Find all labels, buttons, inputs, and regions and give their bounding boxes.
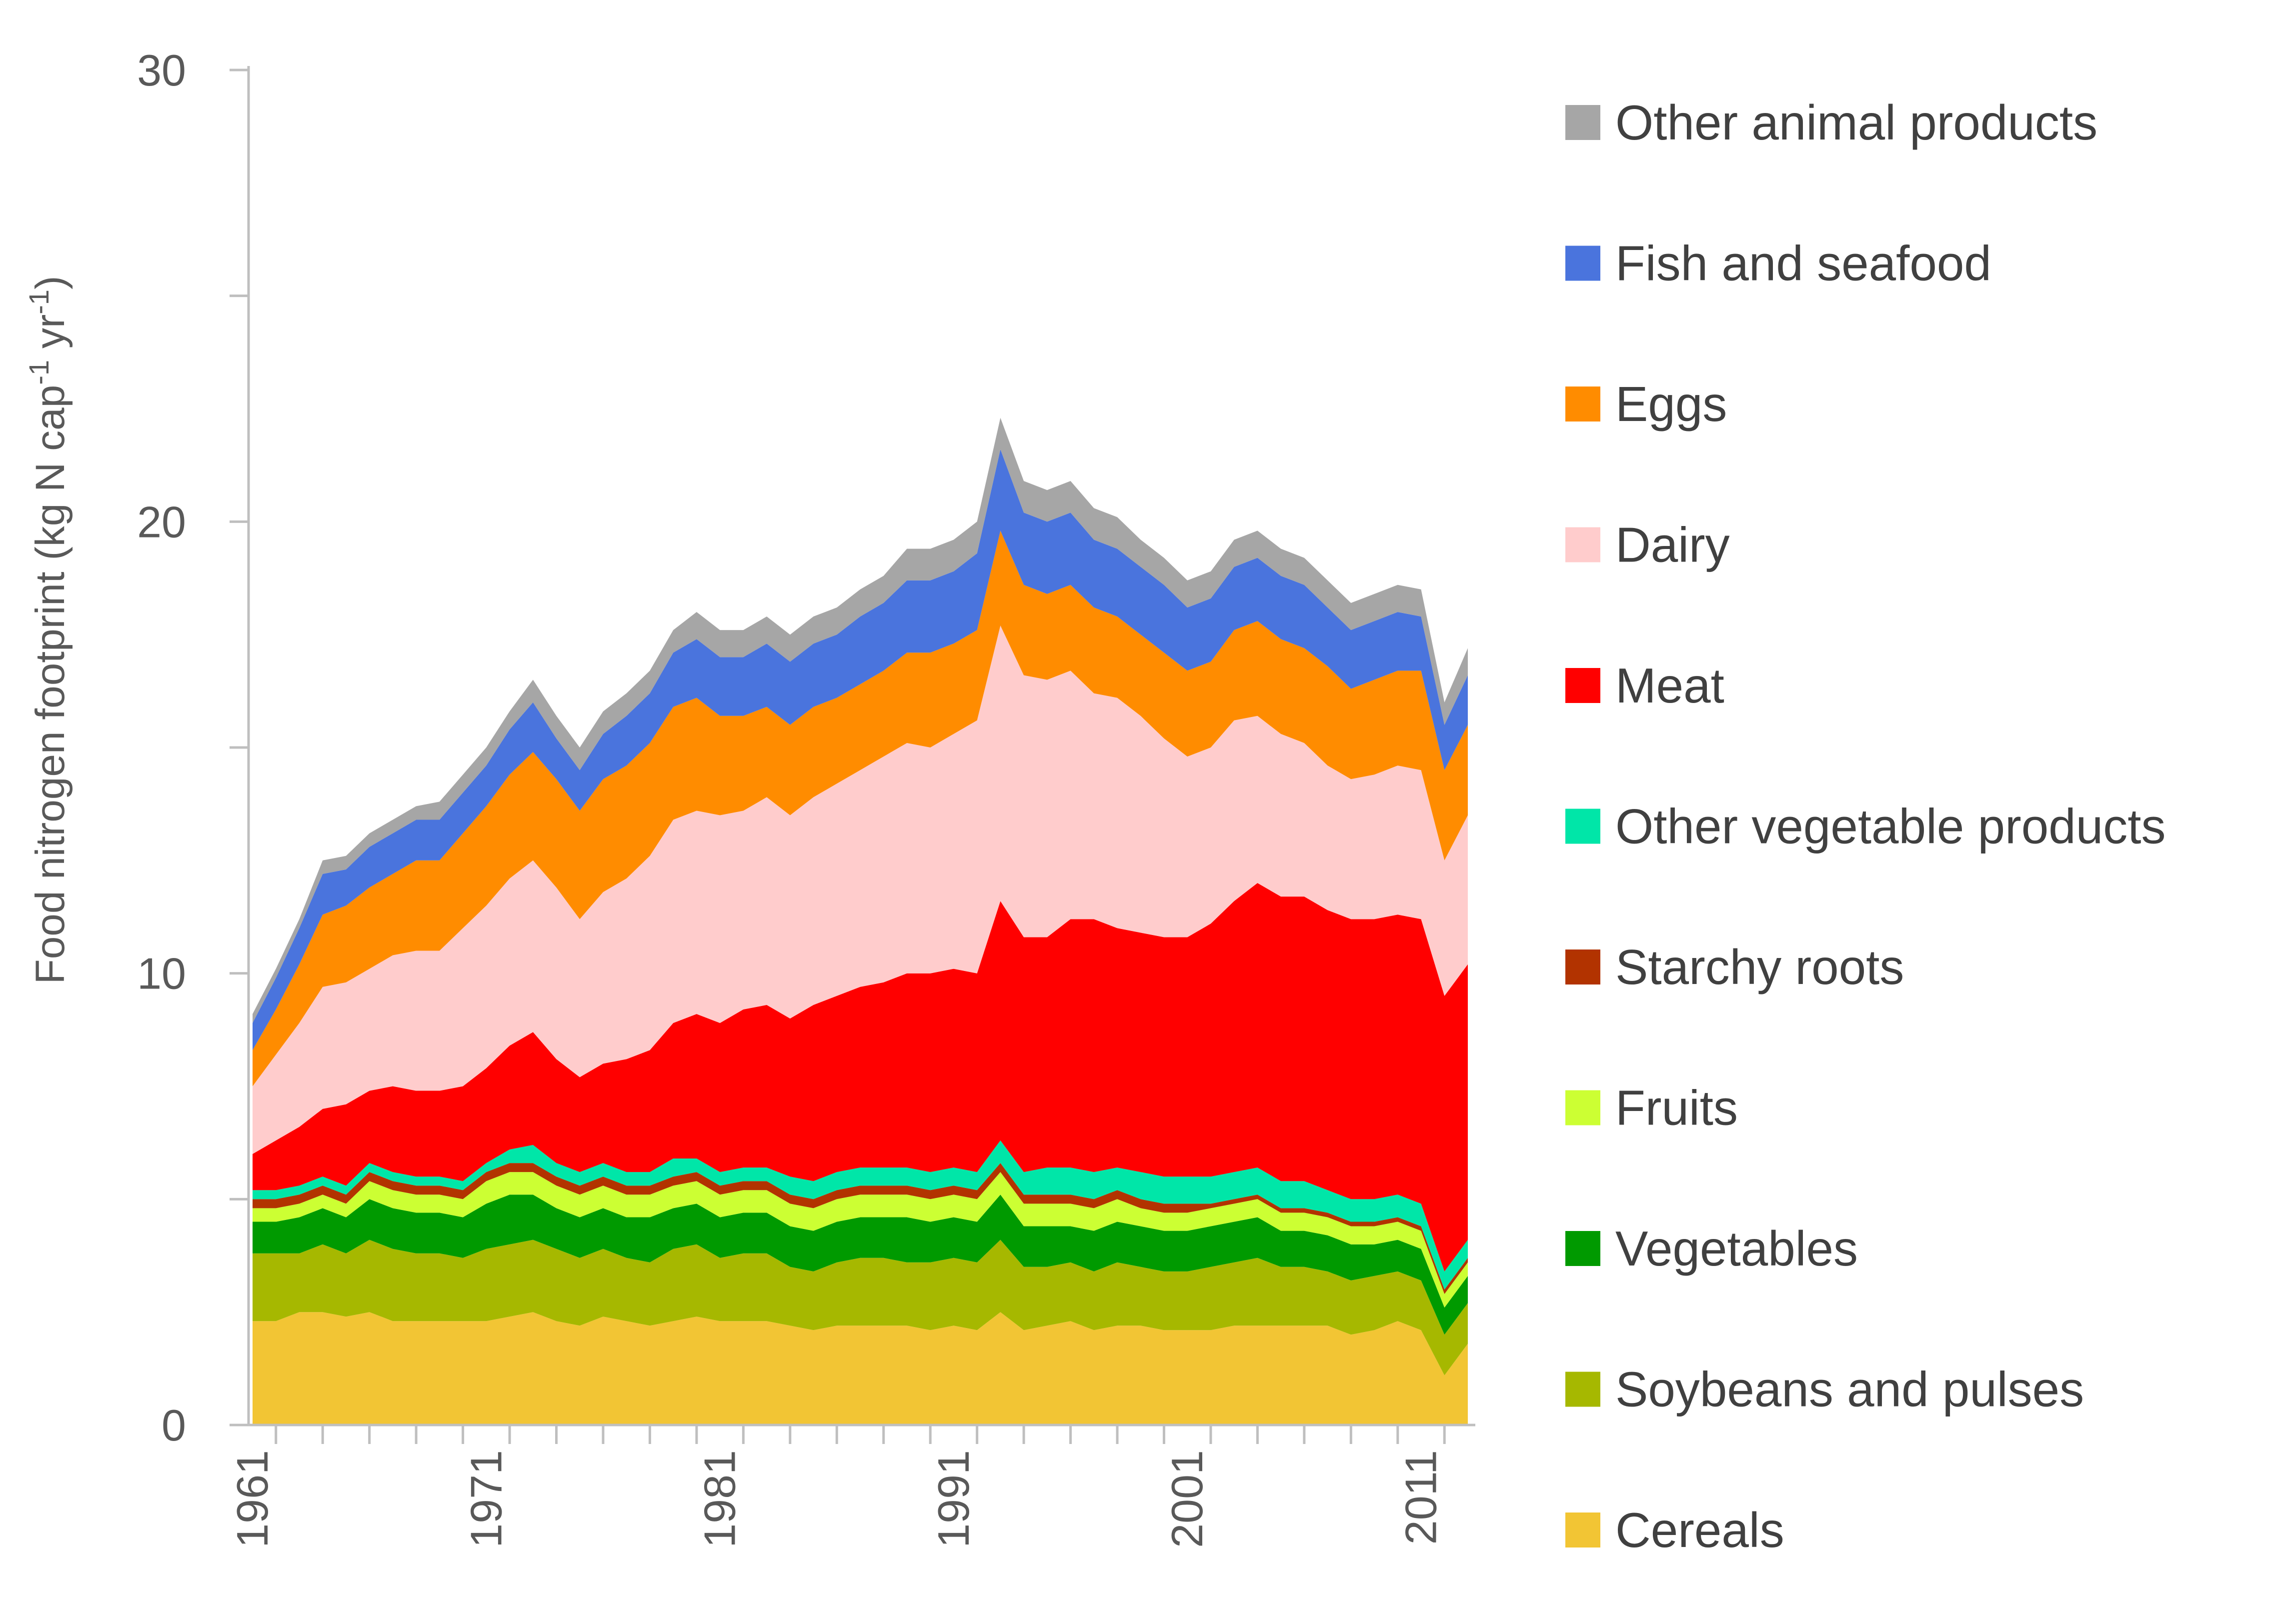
legend-label: Vegetables	[1615, 1221, 1858, 1276]
x-tick-label: 1961	[228, 1450, 277, 1548]
legend-item-soybeans-and-pulses: Soybeans and pulses	[1565, 1362, 2084, 1417]
y-axis-title: Food nitrogen footprint (kg N cap-1 yr-1…	[23, 276, 74, 984]
legend-item-eggs: Eggs	[1565, 376, 1727, 432]
legend-swatch	[1565, 1512, 1600, 1548]
x-tick-label: 2011	[1396, 1450, 1446, 1544]
area-layers	[253, 418, 1468, 1425]
x-tick-label: 1991	[929, 1450, 978, 1548]
legend-swatch	[1565, 105, 1600, 140]
legend-item-fruits: Fruits	[1565, 1080, 1738, 1136]
legend-swatch	[1565, 1090, 1600, 1126]
x-tick-label: 2001	[1162, 1450, 1212, 1548]
y-tick-label: 0	[162, 1400, 186, 1450]
legend-item-meat: Meat	[1565, 658, 1724, 713]
legend-swatch	[1565, 527, 1600, 562]
area-other-vegetable-products	[253, 1140, 1468, 1290]
x-axis-ticks: 1961 1971 1981 1991 2001 2011	[228, 1425, 1446, 1548]
area-eggs	[253, 530, 1468, 1086]
legend-label: Dairy	[1615, 518, 1730, 572]
y-tick-label: 20	[137, 497, 186, 546]
area-fruits	[253, 1172, 1468, 1308]
legend: Other animal products Fish and seafood Egg…	[1565, 95, 2165, 1558]
legend-swatch	[1565, 668, 1600, 703]
legend-label: Meat	[1615, 658, 1724, 713]
x-tick-label: 1981	[695, 1450, 745, 1548]
area-meat	[253, 883, 1468, 1272]
legend-item-starchy-roots: Starchy roots	[1565, 940, 1904, 994]
legend-swatch	[1565, 1231, 1600, 1266]
legend-label: Other animal products	[1615, 95, 2097, 150]
area-dairy	[253, 626, 1468, 1154]
legend-item-other-vegetable-products: Other vegetable products	[1565, 799, 2165, 854]
legend-swatch	[1565, 386, 1600, 422]
legend-label: Soybeans and pulses	[1615, 1362, 2084, 1417]
y-tick-label: 10	[137, 949, 186, 998]
legend-item-dairy: Dairy	[1565, 518, 1730, 572]
y-axis-ticks: 0 10 20 30	[137, 46, 249, 1450]
area-fish-and-seafood	[253, 449, 1468, 1050]
x-tick-label: 1971	[461, 1450, 511, 1548]
legend-label: Eggs	[1615, 376, 1727, 432]
legend-swatch	[1565, 246, 1600, 281]
legend-item-fish-and-seafood: Fish and seafood	[1565, 236, 1991, 291]
area-soybeans-and-pulses	[253, 1240, 1468, 1376]
legend-label: Starchy roots	[1615, 940, 1904, 994]
area-vegetables	[253, 1194, 1468, 1335]
legend-item-vegetables: Vegetables	[1565, 1221, 1858, 1276]
legend-label: Cereals	[1615, 1502, 1784, 1558]
legend-item-cereals: Cereals	[1565, 1502, 1784, 1558]
legend-swatch	[1565, 808, 1600, 844]
legend-swatch	[1565, 1372, 1600, 1407]
area-starchy-roots	[253, 1163, 1468, 1294]
legend-label: Fish and seafood	[1615, 236, 1991, 291]
legend-label: Fruits	[1615, 1080, 1738, 1136]
area-cereals	[253, 1312, 1468, 1425]
legend-item-other-animal-products: Other animal products	[1565, 95, 2097, 150]
y-tick-label: 30	[137, 46, 186, 95]
area-other-animal-products	[253, 418, 1468, 1023]
legend-label: Other vegetable products	[1615, 799, 2165, 854]
legend-swatch	[1565, 950, 1600, 984]
